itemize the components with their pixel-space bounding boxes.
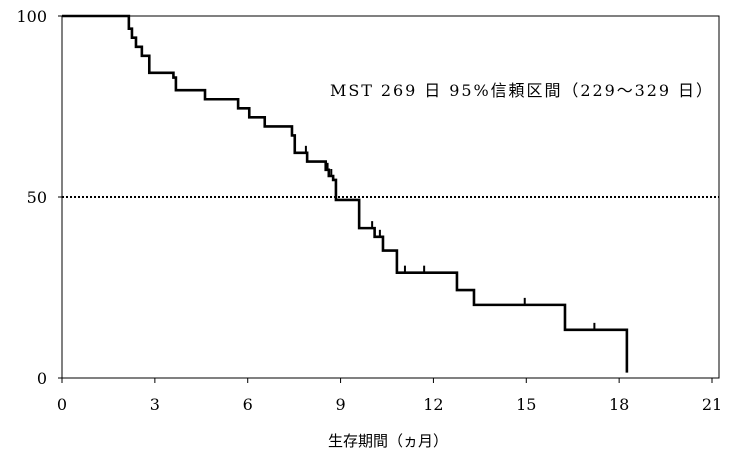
x-tick-label: 18 [609, 395, 629, 414]
x-tick-label: 15 [516, 395, 536, 414]
y-tick-label: 100 [16, 7, 47, 26]
x-tick-label: 21 [702, 395, 722, 414]
x-tick-label: 3 [150, 395, 160, 414]
x-tick-label: 12 [423, 395, 443, 414]
x-tick-label: 9 [335, 395, 345, 414]
survival-curve-line [62, 14, 629, 373]
y-tick-label: 50 [27, 188, 47, 207]
censor-marks [304, 145, 596, 330]
x-tick-label: 0 [57, 395, 67, 414]
axes: 0 3 6 9 12 15 18 21 0 50 100 [16, 7, 722, 414]
x-axis-label: 生存期間（ヵ月） [328, 432, 448, 450]
mst-annotation: MST 269 日 95%信頼区間（229～329 日） [330, 81, 712, 100]
y-tick-label: 0 [37, 369, 47, 388]
series [62, 14, 629, 373]
x-tick-label: 6 [243, 395, 253, 414]
